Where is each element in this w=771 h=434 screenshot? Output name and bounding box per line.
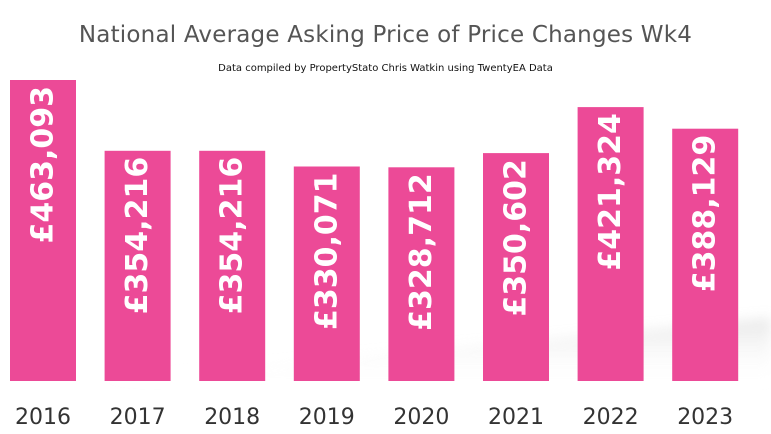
- bar-2019: [293, 166, 360, 381]
- x-tick-2019: 2019: [299, 405, 355, 430]
- data-label-2021: £350,602: [499, 159, 534, 317]
- x-tick-2020: 2020: [393, 405, 449, 430]
- bar-2021: [483, 153, 549, 381]
- bars: [10, 80, 739, 381]
- data-label-2019: £330,071: [309, 173, 344, 331]
- bar-2023: [672, 128, 739, 381]
- data-label-2023: £388,129: [688, 135, 723, 293]
- data-label-2018: £354,216: [215, 157, 250, 315]
- x-tick-2018: 2018: [204, 405, 260, 430]
- x-tick-2016: 2016: [15, 405, 71, 430]
- bar-2020: [388, 167, 455, 381]
- chart-title: National Average Asking Price of Price C…: [78, 22, 693, 48]
- x-tick-2021: 2021: [488, 405, 544, 430]
- data-label-2017: £354,216: [120, 157, 155, 315]
- bar-2016: [10, 80, 76, 381]
- bar-2017: [104, 150, 171, 381]
- data-label-2022: £421,324: [593, 113, 628, 271]
- data-labels: £463,093 £354,216 £354,216 £330,071 £328,712…: [26, 86, 723, 331]
- x-tick-2023: 2023: [677, 405, 733, 430]
- data-label-2020: £328,712: [404, 173, 439, 331]
- x-tick-2017: 2017: [110, 405, 166, 430]
- bar-2022: [577, 107, 644, 381]
- chart-subtitle: Data compiled by PropertyStato Chris Wat…: [218, 63, 553, 74]
- x-axis-ticks: 2016 2017 2018 2019 2020 2021 2022 2023: [15, 405, 733, 430]
- x-tick-2022: 2022: [583, 405, 639, 430]
- data-label-2016: £463,093: [26, 86, 61, 244]
- bar-2018: [199, 150, 266, 381]
